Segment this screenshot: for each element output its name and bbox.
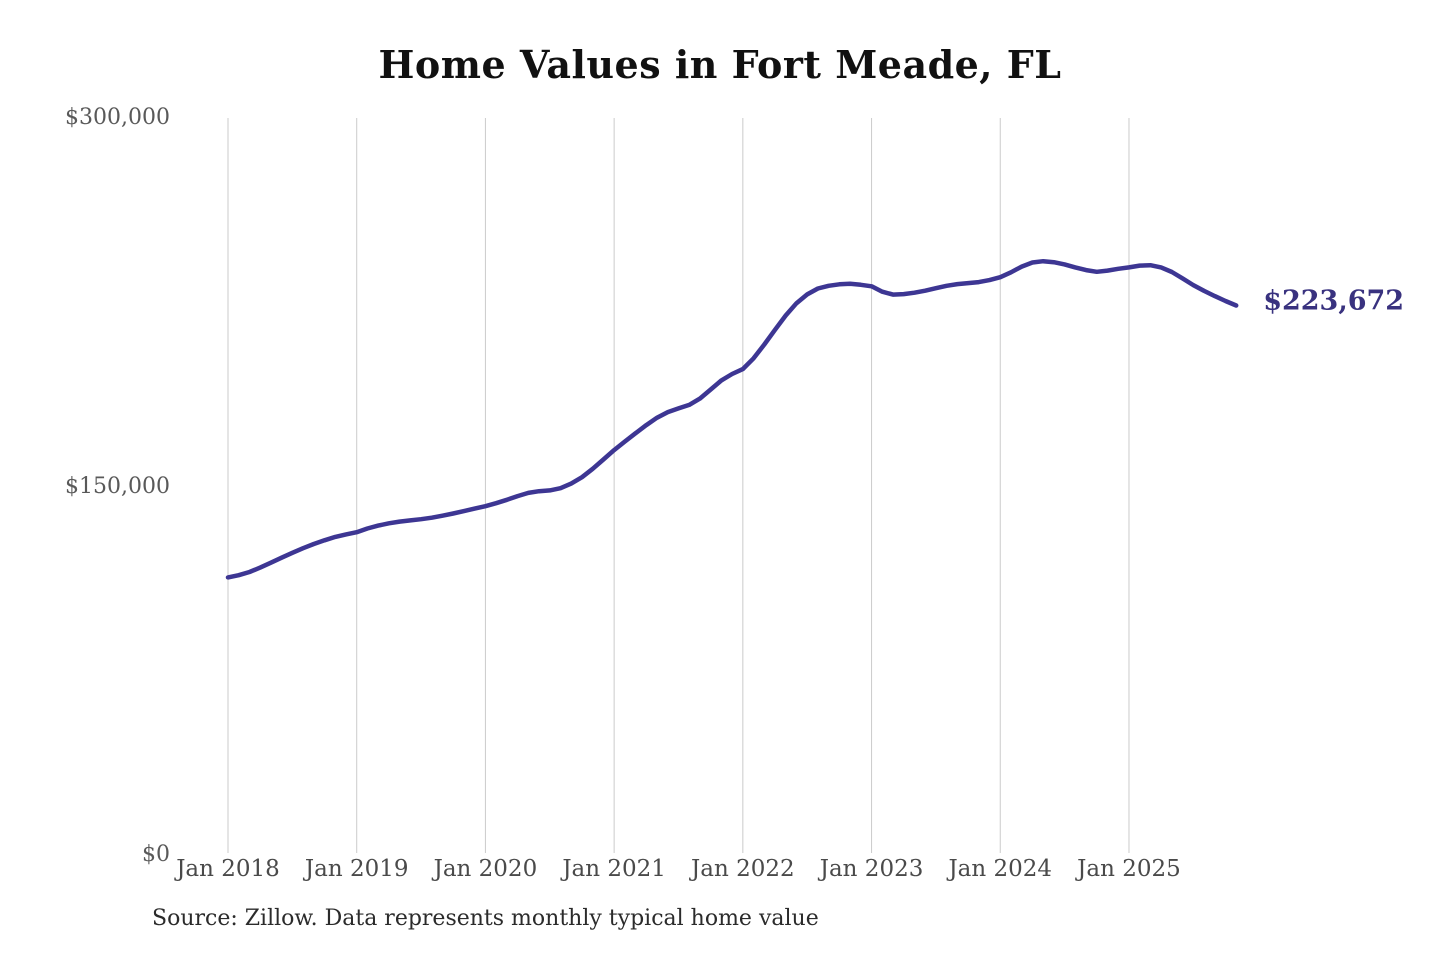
x-tick-label: Jan 2022 <box>691 856 795 882</box>
chart-title: Home Values in Fort Meade, FL <box>378 42 1062 87</box>
x-tick-label: Jan 2020 <box>433 856 538 882</box>
x-tick-label: Jan 2019 <box>304 856 409 882</box>
x-tick-label: Jan 2025 <box>1077 856 1181 882</box>
y-tick-label: $150,000 <box>65 473 170 499</box>
end-value-label: $223,672 <box>1263 286 1404 317</box>
y-tick-label: $0 <box>142 842 170 867</box>
x-tick-label: Jan 2023 <box>819 856 924 882</box>
source-note: Source: Zillow. Data represents monthly … <box>152 906 819 931</box>
x-tick-label: Jan 2021 <box>562 856 666 882</box>
y-tick-label: $300,000 <box>65 105 170 130</box>
x-tick-label: Jan 2024 <box>948 856 1053 882</box>
gridlines <box>227 118 1130 853</box>
x-tick-label: Jan 2018 <box>176 856 280 882</box>
home-value-line <box>225 258 1239 580</box>
